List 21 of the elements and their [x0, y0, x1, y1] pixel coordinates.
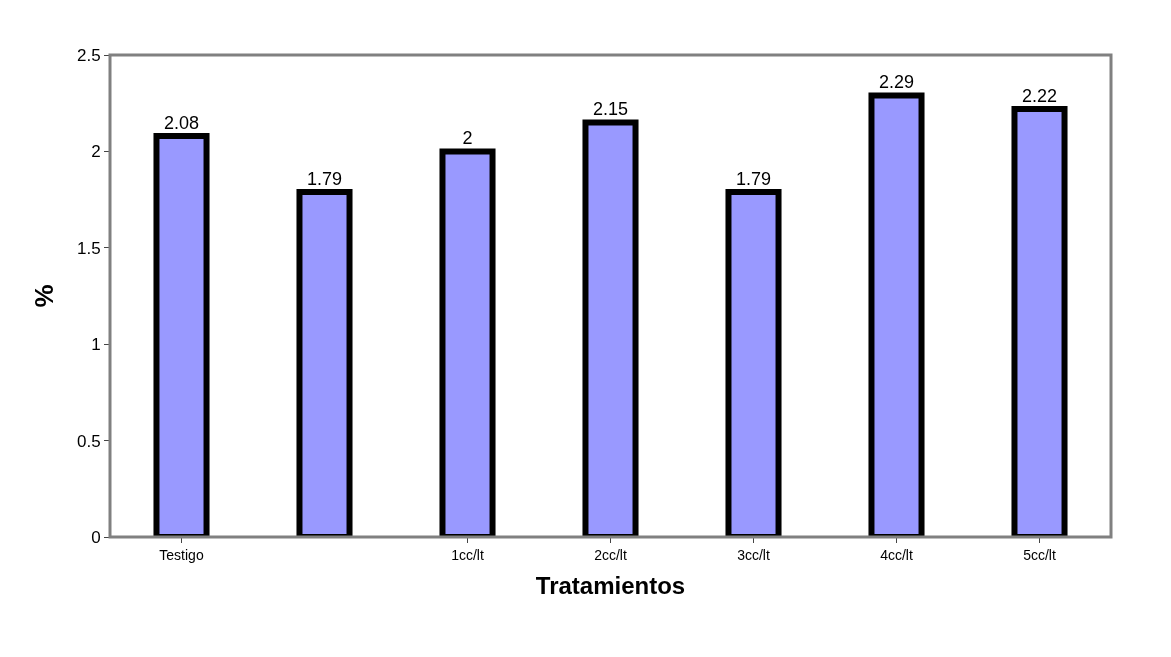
x-tick-label: 4cc/lt	[880, 546, 913, 563]
x-tick-label: 3cc/lt	[737, 546, 770, 563]
x-axis-title: Tratamientos	[535, 572, 686, 600]
y-tick-label: 1.5	[76, 238, 101, 258]
data-label: 2.08	[163, 112, 200, 133]
data-label: 2.29	[878, 72, 915, 93]
y-tick-label: 0	[91, 527, 101, 547]
x-tick-label: Testigo	[159, 546, 204, 563]
data-label: 1.79	[735, 168, 772, 189]
x-tick-label: 2cc/lt	[594, 546, 627, 563]
y-axis-title: %	[29, 284, 60, 308]
data-label: 1.79	[306, 168, 343, 189]
y-tick-label: 1	[91, 335, 101, 355]
x-tick-label: 5cc/lt	[1023, 546, 1056, 563]
y-tick-label: 0.5	[76, 431, 101, 451]
y-tick-label: 2	[91, 142, 101, 162]
x-tick-label: 1cc/lt	[451, 546, 484, 563]
data-label: 2.15	[592, 99, 629, 120]
data-label: 2.22	[1021, 85, 1058, 106]
data-label: 2	[462, 128, 473, 149]
y-tick-label: 2.5	[76, 45, 101, 65]
